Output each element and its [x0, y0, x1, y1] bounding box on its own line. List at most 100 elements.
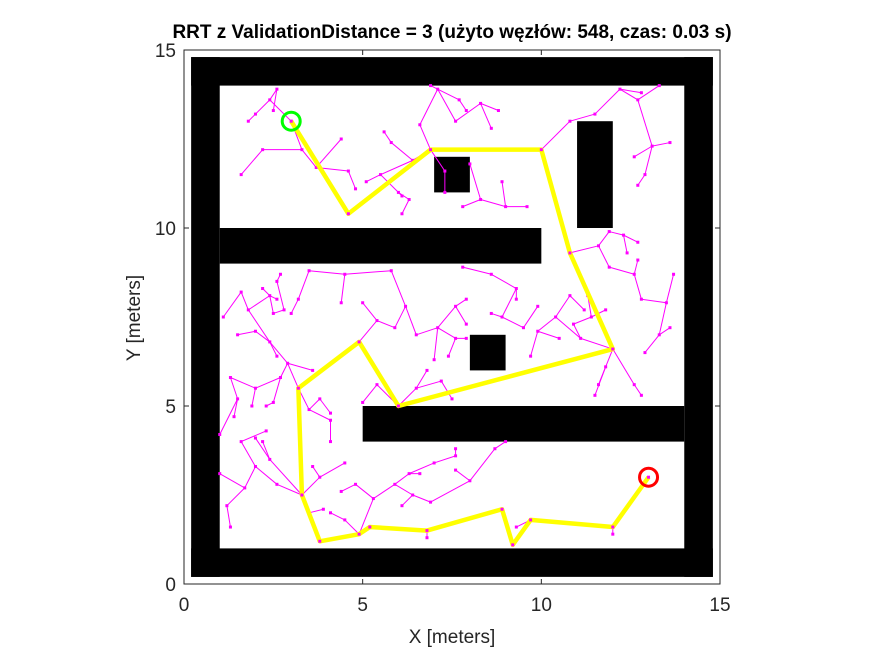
tree-node	[514, 287, 518, 291]
tree-node	[246, 308, 250, 312]
path-node	[396, 404, 400, 408]
tree-node	[461, 265, 465, 269]
tree-node	[268, 457, 272, 461]
tree-edge	[537, 330, 560, 339]
tree-edge	[394, 306, 406, 328]
tree-node	[571, 322, 575, 326]
tree-node	[361, 400, 365, 404]
tree-node	[411, 158, 415, 162]
tree-node	[400, 212, 404, 216]
tree-node	[307, 408, 311, 412]
tree-node	[393, 326, 397, 330]
tree-node	[622, 233, 626, 237]
tree-node	[582, 308, 586, 312]
tree-node	[354, 187, 358, 191]
tree-edge	[248, 295, 271, 311]
tree-edge	[455, 102, 481, 122]
tree-edge	[419, 124, 432, 150]
tree-node	[339, 301, 343, 305]
tree-edge	[276, 281, 285, 311]
tree-node	[597, 244, 601, 248]
tree-node	[454, 304, 458, 308]
tree-edge	[297, 270, 310, 300]
path-node	[568, 251, 572, 255]
tree-node	[218, 472, 222, 476]
obstacle-block	[469, 334, 506, 371]
tree-node	[354, 482, 358, 486]
tree-node	[289, 311, 293, 315]
tree-node	[236, 333, 240, 337]
tree-node	[343, 461, 347, 465]
axes-frame	[183, 49, 721, 585]
tree-node	[593, 112, 597, 116]
tree-edge	[612, 348, 635, 385]
tree-node	[314, 165, 318, 169]
tree-node	[339, 489, 343, 493]
tree-edge	[430, 149, 446, 172]
tree-node	[329, 511, 333, 515]
tree-edge	[455, 469, 471, 482]
tree-node	[389, 141, 393, 145]
tree-edge	[594, 88, 621, 115]
tree-edge	[637, 85, 660, 101]
tree-edge	[237, 330, 256, 336]
tree-edge	[644, 334, 660, 353]
tree-node	[275, 87, 279, 91]
y-axis-ticks: 0 5 10 15	[155, 41, 720, 596]
tree-node	[514, 297, 518, 301]
tree-edge	[491, 273, 517, 289]
tree-node	[457, 98, 461, 102]
tree-node	[382, 130, 386, 134]
tree-edge	[619, 88, 639, 101]
tree-node	[286, 361, 290, 365]
tree-node	[454, 336, 458, 340]
tree-edge	[633, 384, 642, 396]
tree-edge	[240, 291, 249, 311]
tree-node	[464, 297, 468, 301]
tree-edge	[358, 498, 374, 535]
tree-node	[554, 315, 558, 319]
tree-edge	[366, 174, 381, 183]
tree-node	[446, 354, 450, 358]
tree-node	[375, 319, 379, 323]
start-marker	[280, 110, 302, 132]
tree-node	[632, 155, 636, 159]
tree-node	[414, 333, 418, 337]
tree-edge	[358, 320, 378, 343]
tree-node	[271, 400, 275, 404]
tree-edge	[501, 181, 507, 207]
tree-node	[657, 333, 661, 337]
tree-node	[236, 397, 240, 401]
tree-edge	[569, 245, 599, 254]
tree-node	[636, 258, 640, 262]
tree-node	[364, 180, 368, 184]
tree-edge	[269, 341, 289, 364]
tree-edge	[226, 487, 246, 507]
tree-edge	[341, 483, 356, 492]
rrt-tree	[219, 85, 675, 538]
tree-edge	[362, 384, 378, 403]
tree-node	[271, 109, 275, 113]
tree-edge	[658, 327, 671, 336]
tree-node	[461, 205, 465, 209]
tree-node	[579, 336, 583, 340]
tree-node	[611, 532, 615, 536]
tree-edge	[419, 88, 439, 125]
tree-edge	[540, 120, 571, 151]
tree-node	[278, 272, 282, 276]
tree-edge	[269, 341, 278, 357]
tree-edge	[641, 298, 667, 304]
tree-edge	[569, 113, 596, 122]
tree-node	[396, 190, 400, 194]
tree-node	[568, 294, 572, 298]
tree-node	[414, 386, 418, 390]
tree-node	[643, 351, 647, 355]
tree-node	[639, 297, 643, 301]
tree-node	[604, 308, 608, 312]
tree-edge	[623, 234, 639, 243]
x-tick-label: 15	[709, 595, 730, 616]
tree-node	[479, 198, 483, 202]
plot-background	[184, 50, 720, 584]
tree-edge	[255, 437, 271, 460]
tree-edge	[308, 398, 321, 410]
